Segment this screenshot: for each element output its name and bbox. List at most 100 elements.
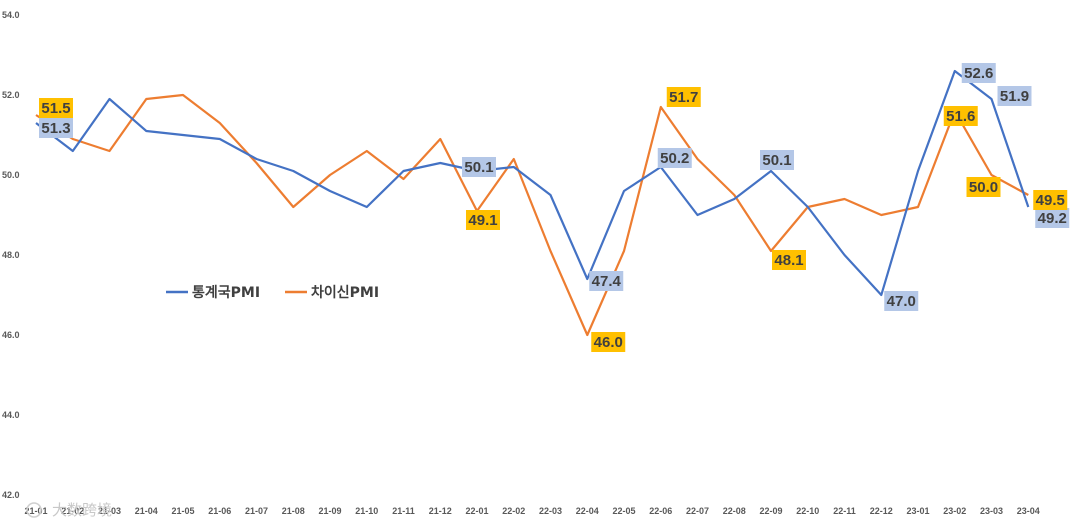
x-tick-label: 22-01: [465, 506, 488, 516]
x-tick-label: 21-02: [61, 506, 84, 516]
series-line-nbs: [35, 69, 1030, 297]
x-tick-label: 23-02: [943, 506, 966, 516]
data-label-bg: [961, 63, 996, 83]
data-label-nbs: 49.2: [1035, 208, 1070, 228]
data-label-bg: [591, 332, 626, 352]
x-tick-label: 22-05: [612, 506, 635, 516]
data-label-bg: [666, 87, 701, 107]
data-label-text: 49.5: [1036, 192, 1065, 209]
data-label-bg: [657, 148, 692, 168]
legend-label-nbs: 통계국PMI: [192, 285, 260, 301]
data-label-bg: [1033, 190, 1068, 210]
data-label-nbs: 51.3: [39, 118, 73, 138]
data-label-bg: [772, 250, 806, 270]
data-label-bg: [462, 157, 496, 177]
data-label-text: 49.2: [1038, 210, 1067, 227]
data-label-nbs: 50.2: [657, 148, 692, 168]
data-label-bg: [39, 118, 73, 138]
data-label-bg: [466, 210, 500, 230]
data-label-bg: [884, 291, 919, 311]
data-label-nbs: 50.1: [760, 150, 794, 170]
data-label-nbs: 47.4: [589, 271, 624, 291]
x-tick-label: 21-08: [282, 506, 305, 516]
x-tick-label: 22-02: [502, 506, 525, 516]
data-label-text: 51.3: [41, 120, 70, 137]
data-label-caixin: 51.6: [943, 106, 978, 126]
data-label-caixin: 46.0: [591, 332, 626, 352]
legend-label-caixin: 차이신PMI: [311, 284, 379, 301]
y-tick-label: 54.0: [2, 10, 20, 20]
x-tick-label: 21-10: [355, 506, 378, 516]
legend-item-nbs: 통계국PMI: [166, 285, 260, 301]
y-tick-label: 44.0: [2, 410, 20, 420]
data-label-text: 47.0: [887, 293, 916, 310]
y-tick-label: 48.0: [2, 250, 20, 260]
y-tick-label: 46.0: [2, 330, 20, 340]
data-label-nbs: 52.6: [961, 63, 996, 83]
x-tick-label: 21-09: [318, 506, 341, 516]
data-label-text: 51.6: [946, 108, 975, 125]
x-tick-label: 22-12: [870, 506, 893, 516]
data-label-caixin: 50.0: [966, 177, 1001, 197]
x-tick-label: 22-09: [759, 506, 782, 516]
x-tick-label: 21-05: [171, 506, 194, 516]
data-label-bg: [760, 150, 794, 170]
x-tick-label: 23-01: [906, 506, 929, 516]
data-label-nbs: 47.0: [884, 291, 919, 311]
x-axis-ticks: 21-01 21-02 21-03 21-04 21-05 21-06 21-07 21-08…: [24, 506, 1039, 516]
data-label-text: 51.5: [41, 100, 70, 117]
data-label-bg: [943, 106, 978, 126]
legend: 통계국PMI 차이신PMI: [166, 284, 379, 301]
data-label-bg: [1035, 208, 1070, 228]
x-tick-label: 22-07: [686, 506, 709, 516]
data-label-caixin: 51.5: [39, 98, 73, 118]
y-tick-label: 52.0: [2, 90, 20, 100]
data-label-text: 49.1: [468, 212, 497, 229]
data-labels: 51.3 50.1 47.4 50.2 50.1 47.0 52.6 51.9 49.2 51.5…: [39, 63, 1070, 352]
x-tick-label: 21-12: [429, 506, 452, 516]
data-label-text: 52.6: [964, 65, 993, 82]
legend-item-caixin: 차이신PMI: [285, 284, 379, 301]
data-label-text: 51.7: [669, 89, 698, 106]
data-label-text: 48.1: [774, 252, 803, 269]
y-tick-label: 42.0: [2, 490, 20, 500]
watermark: 大数跨境: [26, 501, 112, 519]
x-tick-label: 22-03: [539, 506, 562, 516]
data-label-caixin: 48.1: [772, 250, 806, 270]
data-label-text: 50.1: [762, 152, 791, 169]
data-label-bg: [39, 98, 73, 118]
data-label-bg: [997, 86, 1032, 106]
y-tick-label: 50.0: [2, 170, 20, 180]
x-tick-label: 21-03: [98, 506, 121, 516]
x-tick-label: 21-11: [392, 506, 415, 516]
x-tick-label: 22-06: [649, 506, 672, 516]
x-tick-label: 21-06: [208, 506, 231, 516]
x-tick-label: 22-04: [576, 506, 599, 516]
x-tick-label: 23-04: [1017, 506, 1040, 516]
series-lines: [35, 69, 1030, 337]
data-label-text: 47.4: [592, 273, 622, 290]
x-tick-label: 22-11: [833, 506, 856, 516]
x-tick-label: 21-01: [24, 506, 47, 516]
data-label-text: 50.0: [969, 179, 998, 196]
x-tick-label: 22-08: [723, 506, 746, 516]
data-label-caixin: 51.7: [666, 87, 701, 107]
data-label-bg: [589, 271, 624, 291]
series-line-caixin: [35, 93, 1029, 337]
x-tick-label: 22-10: [796, 506, 819, 516]
data-label-caixin: 49.5: [1033, 190, 1068, 210]
data-label-caixin: 49.1: [466, 210, 500, 230]
watermark-text: 大数跨境: [52, 501, 112, 519]
data-label-text: 50.2: [660, 150, 689, 167]
data-label-bg: [966, 177, 1001, 197]
x-tick-label: 21-07: [245, 506, 268, 516]
data-label-text: 51.9: [1000, 88, 1029, 105]
x-tick-label: 23-03: [980, 506, 1003, 516]
data-label-text: 50.1: [464, 159, 493, 176]
data-label-text: 46.0: [594, 334, 623, 351]
watermark-logo-icon: [26, 502, 42, 518]
y-axis-ticks: 42.0 44.0 46.0 48.0 50.0 52.0 54.0: [2, 10, 20, 500]
data-label-nbs: 50.1: [462, 157, 496, 177]
x-tick-label: 21-04: [135, 506, 158, 516]
